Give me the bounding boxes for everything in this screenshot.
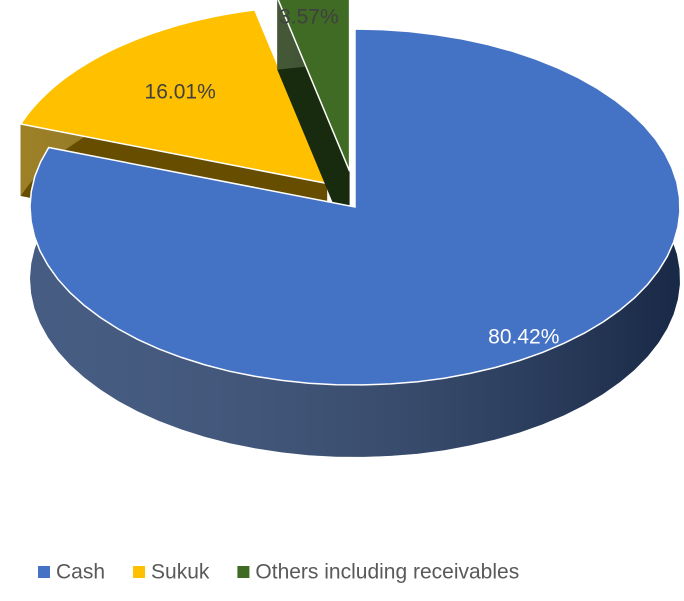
legend-label: Others including receivables bbox=[255, 561, 519, 584]
legend-swatch bbox=[38, 566, 50, 578]
legend-swatch bbox=[133, 566, 146, 578]
slice bbox=[29, 28, 681, 457]
slice-top bbox=[19, 9, 329, 185]
legend-label: Sukuk bbox=[151, 561, 210, 584]
slice bbox=[277, 0, 351, 244]
legend-label: Cash bbox=[56, 561, 105, 584]
data-label: 80.42% bbox=[488, 325, 559, 348]
data-label: 16.01% bbox=[145, 81, 216, 104]
slice-top bbox=[277, 0, 351, 172]
data-label: 3.57% bbox=[279, 6, 339, 29]
slice-top bbox=[29, 28, 681, 386]
legend-swatch bbox=[237, 566, 250, 578]
